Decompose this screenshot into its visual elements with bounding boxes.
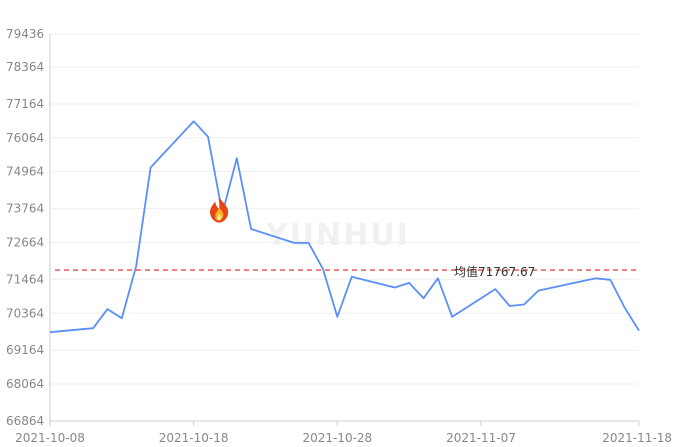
- y-tick-label: 70364: [6, 306, 44, 320]
- grid: [50, 33, 639, 422]
- y-tick-label: 77164: [6, 97, 44, 111]
- y-tick-label: 78364: [6, 60, 44, 74]
- x-tick-label: 2021-11-07: [446, 431, 516, 445]
- y-tick-label: 71464: [6, 272, 44, 286]
- y-tick-label: 68064: [6, 377, 44, 391]
- y-tick-label: 72664: [6, 235, 44, 249]
- x-tick-label: 2021-11-18: [602, 431, 672, 445]
- y-tick-label: 76064: [6, 131, 44, 145]
- watermark: YUNHUI: [265, 218, 410, 253]
- y-tick-label: 66864: [6, 414, 44, 428]
- y-tick-label: 79436: [6, 27, 44, 41]
- x-tick-label: 2021-10-18: [159, 431, 229, 445]
- y-tick-label: 74964: [6, 165, 44, 179]
- y-axis: 66864 68064 69164 70364 71464 72664 73764 74964…: [6, 27, 51, 428]
- x-axis: 2021-10-08 2021-10-18 2021-10-28 2021-11-07…: [15, 420, 672, 445]
- average-label: 均值71767.67: [454, 264, 535, 279]
- fire-icon: [209, 197, 229, 223]
- x-tick-label: 2021-10-08: [15, 431, 85, 445]
- y-tick-label: 69164: [6, 343, 44, 357]
- y-tick-label: 73764: [6, 202, 44, 216]
- x-tick-label: 2021-10-28: [302, 431, 372, 445]
- fire-core: [217, 213, 221, 220]
- series-line: [49, 120, 640, 334]
